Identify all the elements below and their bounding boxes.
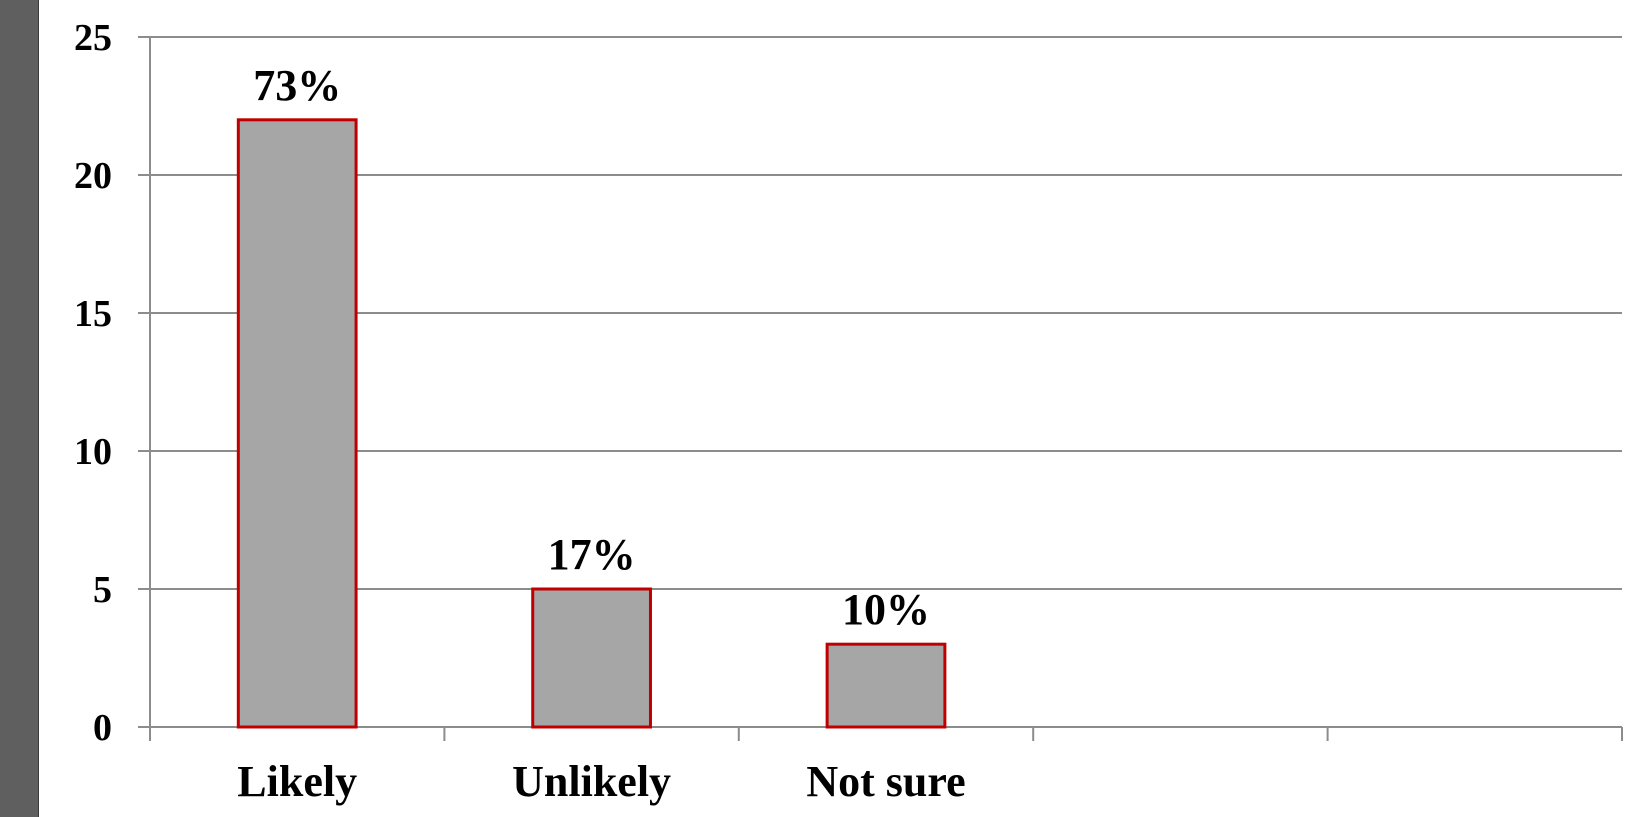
y-tick-label-10: 10 [74, 431, 112, 473]
data-label-not-sure: 10% [842, 585, 930, 634]
y-axis-tick-labels: 0 5 10 15 20 25 [74, 17, 112, 749]
y-tick-label-5: 5 [93, 569, 112, 611]
data-label-likely: 73% [253, 61, 341, 110]
slide-side-bar [0, 0, 39, 817]
y-tick-label-20: 20 [74, 155, 112, 197]
y-tick-label-15: 15 [74, 293, 112, 335]
category-label-likely: Likely [237, 757, 357, 806]
bar-likely [236, 118, 358, 729]
bars [236, 118, 947, 729]
category-label-unlikely: Unlikely [512, 757, 671, 806]
category-label-not-sure: Not sure [806, 757, 965, 806]
x-axis [149, 37, 1623, 741]
bar-not-sure [825, 642, 947, 729]
data-label-unlikely: 17% [548, 530, 636, 579]
bar-unlikely [531, 587, 652, 729]
y-tick-label-25: 25 [74, 17, 112, 59]
y-tick-label-0: 0 [93, 707, 112, 749]
data-labels: 73% 17% 10% [253, 61, 930, 634]
category-labels: Likely Unlikely Not sure [237, 757, 965, 806]
